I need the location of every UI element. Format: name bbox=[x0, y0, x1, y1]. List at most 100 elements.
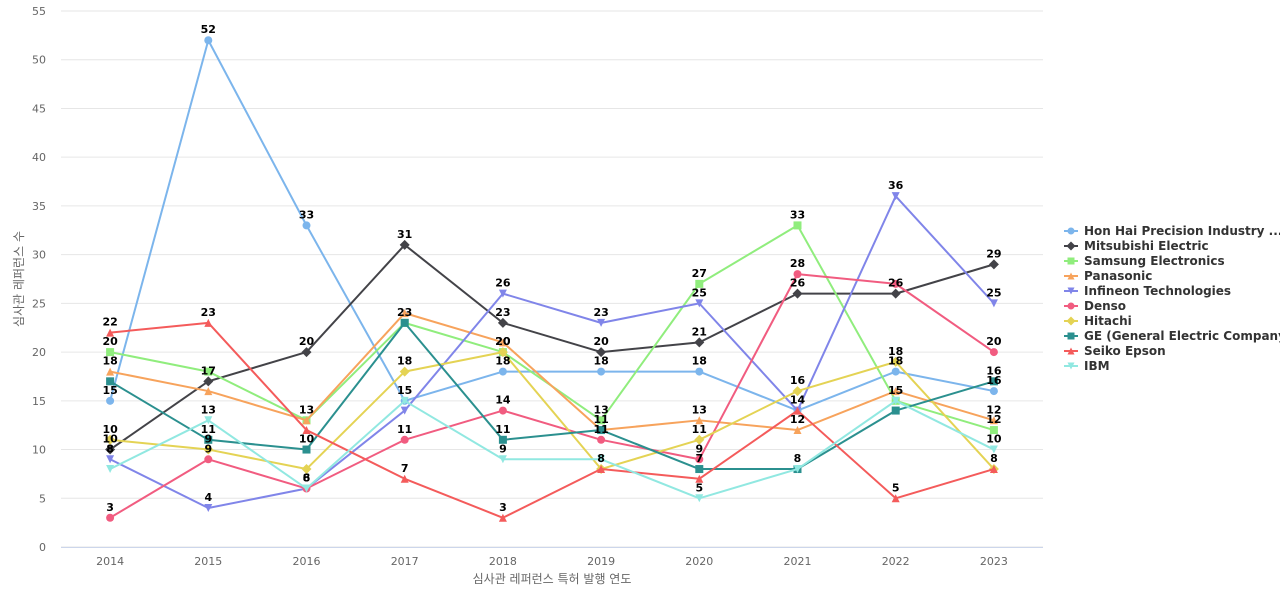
legend-item: Hon Hai Precision Industry ... bbox=[1064, 224, 1280, 238]
legend-label: Mitsubishi Electric bbox=[1084, 239, 1209, 253]
y-tick-label: 50 bbox=[32, 54, 46, 67]
data-label: 18 bbox=[692, 355, 707, 368]
data-point bbox=[891, 406, 900, 415]
legend-item: GE (General Electric Company) bbox=[1064, 329, 1280, 343]
data-point bbox=[596, 347, 607, 358]
y-tick-label: 0 bbox=[39, 541, 46, 554]
legend-item: Denso bbox=[1064, 299, 1126, 313]
data-label: 23 bbox=[201, 306, 216, 319]
data-point bbox=[302, 416, 311, 425]
legend-symbol bbox=[1067, 272, 1075, 280]
series-8 bbox=[106, 318, 998, 522]
data-point bbox=[891, 396, 900, 405]
data-label: 52 bbox=[201, 23, 216, 36]
data-label: 5 bbox=[892, 481, 900, 494]
data-label: 11 bbox=[593, 413, 608, 426]
data-point bbox=[597, 318, 606, 327]
data-point bbox=[989, 299, 998, 308]
data-label: 31 bbox=[397, 228, 412, 241]
data-point bbox=[497, 347, 508, 358]
data-label: 8 bbox=[106, 442, 114, 455]
legend-label: Denso bbox=[1084, 299, 1126, 313]
series-line bbox=[109, 399, 995, 500]
y-tick-label: 5 bbox=[39, 492, 46, 505]
legend-symbol bbox=[1067, 257, 1075, 265]
data-point bbox=[204, 387, 213, 396]
x-tick-label: 2021 bbox=[784, 555, 812, 568]
grid bbox=[61, 10, 1043, 548]
data-label: 23 bbox=[495, 306, 510, 319]
data-label: 13 bbox=[692, 403, 707, 416]
data-label: 26 bbox=[790, 277, 806, 290]
data-label: 9 bbox=[695, 442, 703, 455]
data-point bbox=[597, 426, 606, 435]
data-point bbox=[400, 396, 409, 405]
data-point bbox=[597, 416, 606, 425]
data-point bbox=[988, 259, 999, 270]
data-label: 15 bbox=[888, 384, 903, 397]
legend-label: GE (General Electric Company) bbox=[1084, 329, 1280, 343]
data-point bbox=[106, 455, 115, 464]
data-point bbox=[106, 513, 115, 522]
data-point bbox=[597, 367, 606, 376]
data-point bbox=[301, 464, 312, 475]
legend-symbol bbox=[1067, 332, 1075, 340]
series-line bbox=[109, 312, 995, 432]
data-label: 8 bbox=[794, 452, 802, 465]
legend-label: Hitachi bbox=[1084, 314, 1132, 328]
legend-symbol bbox=[1067, 362, 1075, 370]
legend-symbol bbox=[1067, 302, 1075, 310]
data-label: 4 bbox=[204, 491, 212, 504]
data-label: 11 bbox=[397, 423, 412, 436]
legend-item: Hitachi bbox=[1064, 314, 1132, 328]
data-label: 20 bbox=[299, 335, 315, 348]
data-label: 15 bbox=[102, 384, 117, 397]
data-point bbox=[597, 455, 606, 464]
data-label: 3 bbox=[106, 501, 114, 514]
x-tick-label: 2017 bbox=[391, 555, 419, 568]
data-point bbox=[989, 348, 998, 357]
legend-symbol bbox=[1067, 227, 1075, 235]
data-point bbox=[695, 299, 704, 308]
data-point bbox=[597, 465, 606, 474]
y-tick-label: 40 bbox=[32, 151, 46, 164]
data-point bbox=[204, 318, 213, 327]
series-line bbox=[109, 243, 995, 451]
data-point bbox=[400, 318, 409, 327]
data-label: 12 bbox=[986, 403, 1001, 416]
data-label: 16 bbox=[790, 374, 806, 387]
legend-label: Seiko Epson bbox=[1084, 344, 1166, 358]
data-label: 23 bbox=[593, 306, 608, 319]
y-tick-label: 15 bbox=[32, 395, 46, 408]
data-point bbox=[302, 426, 311, 435]
data-label: 11 bbox=[201, 423, 216, 436]
legend-symbol bbox=[1067, 287, 1075, 295]
data-point bbox=[989, 465, 998, 474]
data-label: 10 bbox=[102, 423, 118, 436]
data-point bbox=[302, 445, 311, 454]
data-point bbox=[891, 279, 900, 288]
series-group bbox=[105, 36, 999, 522]
data-point bbox=[203, 444, 214, 455]
data-point bbox=[106, 396, 115, 405]
data-point bbox=[891, 192, 900, 201]
data-label: 9 bbox=[204, 433, 212, 446]
series-line bbox=[109, 39, 995, 412]
data-point bbox=[498, 513, 507, 522]
data-label: 9 bbox=[204, 442, 212, 455]
data-point bbox=[400, 474, 409, 483]
data-point bbox=[793, 406, 802, 415]
legend-item: Infineon Technologies bbox=[1064, 284, 1231, 298]
data-label: 27 bbox=[692, 267, 707, 280]
x-tick-label: 2023 bbox=[980, 555, 1008, 568]
legend-item: Seiko Epson bbox=[1064, 344, 1166, 358]
data-label: 36 bbox=[888, 179, 904, 192]
data-label: 3 bbox=[499, 501, 507, 514]
data-label: 10 bbox=[102, 433, 118, 446]
data-point bbox=[891, 494, 900, 503]
data-point bbox=[793, 221, 802, 230]
data-label: 8 bbox=[597, 452, 605, 465]
data-point bbox=[989, 426, 998, 435]
